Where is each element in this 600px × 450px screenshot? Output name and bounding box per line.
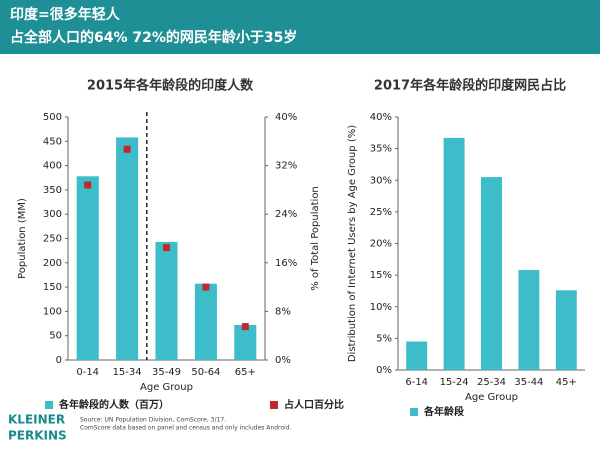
y-tick-label: 250 (43, 234, 62, 245)
y-tick-label: 400 (43, 161, 62, 172)
y-tick-label: 15% (370, 270, 392, 281)
x-tick-label: 25-34 (477, 377, 506, 388)
legend-label: 各年龄段的人数（百万） (58, 398, 169, 411)
y2-tick-label: 8% (275, 306, 291, 317)
y-tick-label: 10% (370, 302, 392, 313)
y-tick-label: 30% (370, 175, 392, 186)
y2-axis-label: % of Total Population (310, 186, 321, 291)
legend-swatch (410, 408, 418, 416)
source: ComScore data based on panel and census … (80, 425, 292, 432)
x-tick-label: 6-14 (405, 377, 428, 388)
y-axis-label: Population (MM) (17, 198, 28, 279)
header-subtitle: 占全部人口的64% 72%的网民年龄小于35岁 (10, 29, 297, 46)
y-tick-label: 150 (43, 282, 62, 293)
bar (443, 137, 465, 370)
x-tick-label: 15-34 (113, 367, 142, 378)
logo: PERKINS (8, 429, 67, 443)
x-tick-label: 50-64 (191, 367, 220, 378)
legend-label: 占人口百分比 (284, 398, 344, 411)
x-tick-label: 65+ (235, 367, 256, 378)
x-tick-label: 35-44 (514, 377, 543, 388)
y2-tick-label: 40% (275, 112, 297, 123)
bar (234, 325, 257, 360)
y-tick-label: 35% (370, 144, 392, 155)
marker (84, 181, 92, 189)
y-tick-label: 50 (49, 331, 62, 342)
y2-tick-label: 32% (275, 161, 297, 172)
y-tick-label: 100 (43, 306, 62, 317)
bar (76, 176, 99, 360)
legend-swatch (45, 401, 53, 409)
x-axis-label: Age Group (465, 392, 518, 403)
x-tick-label: 0-14 (76, 367, 99, 378)
header-title: 印度=很多年轻人 (10, 6, 121, 23)
y-tick-label: 20% (370, 239, 392, 250)
logo: KLEINER (8, 413, 65, 427)
bar (555, 290, 577, 370)
y2-tick-label: 16% (275, 258, 297, 269)
marker (123, 145, 131, 153)
x-axis-label: Age Group (140, 382, 193, 393)
marker (163, 244, 170, 252)
y2-tick-label: 0% (275, 355, 291, 366)
x-tick-label: 35-49 (152, 367, 181, 378)
x-tick-label: 45+ (556, 377, 577, 388)
y-tick-label: 500 (43, 112, 62, 123)
y-axis-label: Distribution of Internet Users by Age Gr… (347, 125, 358, 362)
y-tick-label: 40% (370, 112, 392, 123)
y-tick-label: 5% (376, 333, 392, 344)
y-tick-label: 350 (43, 185, 62, 196)
y-tick-label: 200 (43, 258, 62, 269)
y-tick-label: 300 (43, 209, 62, 220)
bar (406, 341, 428, 370)
y-tick-label: 0% (376, 365, 392, 376)
x-tick-label: 15-24 (440, 377, 469, 388)
chart-title: 2017年各年龄段的印度网民占比 (374, 78, 566, 94)
bar (481, 177, 502, 370)
bar (194, 283, 217, 360)
y-tick-label: 0 (56, 355, 62, 366)
source: Source: UN Population Division, ComScore… (80, 417, 226, 424)
legend-swatch (270, 401, 278, 409)
bar (116, 137, 139, 360)
y2-tick-label: 24% (275, 209, 297, 220)
y-tick-label: 25% (370, 207, 392, 218)
bar (518, 270, 540, 370)
y-tick-label: 450 (43, 136, 62, 147)
legend-label: 各年龄段 (423, 405, 464, 418)
header-band (0, 0, 600, 54)
bar (155, 241, 178, 360)
chart-title: 2015年各年龄段的印度人数 (87, 78, 254, 94)
marker (202, 283, 210, 291)
marker (241, 323, 249, 331)
